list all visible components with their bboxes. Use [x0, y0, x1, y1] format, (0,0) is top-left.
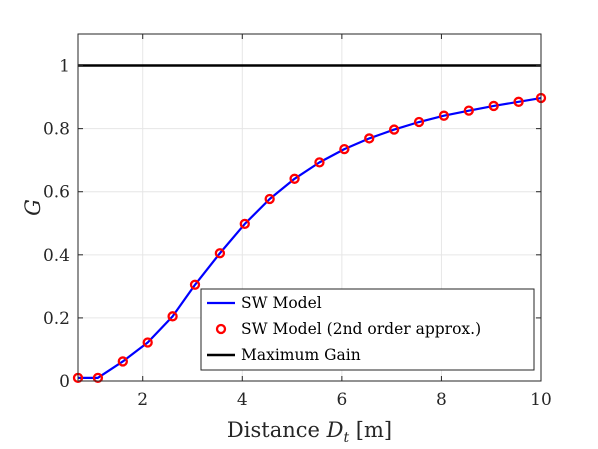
ticks: 2 4 6 8 10 0 0.2 0.4 0.6 0.8 1	[43, 34, 552, 410]
y-tick-label: 1	[59, 57, 70, 77]
y-axis-label: G	[21, 199, 45, 216]
data-point-marker	[463, 105, 474, 116]
y-tick-label: 0.6	[43, 183, 70, 203]
data-point-marker	[264, 193, 275, 205]
data-point-marker	[167, 311, 178, 322]
legend-entry-label: Maximum Gain	[241, 346, 361, 364]
x-tick-label: 8	[436, 390, 447, 410]
y-tick-label: 0.4	[43, 246, 70, 266]
data-point-marker	[142, 337, 153, 348]
legend-swatch-marker	[215, 323, 227, 335]
x-tick-label: 2	[137, 390, 148, 410]
legend-entry-label: SW Model	[241, 294, 322, 312]
data-point-marker	[438, 110, 450, 121]
data-point-marker	[413, 116, 425, 128]
data-point-marker	[488, 100, 499, 112]
data-point-marker	[214, 248, 226, 259]
data-point-marker	[339, 143, 350, 155]
data-point-marker	[92, 372, 104, 383]
data-point-marker	[513, 96, 524, 107]
legend-entry-label: SW Model (2nd order approx.)	[241, 320, 481, 338]
y-tick-label: 0	[59, 372, 70, 392]
data-point-marker	[364, 133, 375, 144]
x-tick-label: 10	[530, 390, 552, 410]
x-tick-label: 4	[237, 390, 248, 410]
y-tick-label: 0.2	[43, 309, 70, 329]
x-axis-label: Distance Dt [m]	[227, 418, 392, 446]
data-point-marker	[314, 157, 325, 168]
legend: SW Model SW Model (2nd order approx.) Maxi…	[200, 288, 535, 371]
axes-box	[77, 33, 542, 382]
data-point-marker	[388, 124, 400, 135]
legend-box	[200, 288, 535, 371]
y-tick-label: 0.8	[43, 120, 70, 140]
data-point-marker	[239, 218, 250, 230]
data-point-marker	[117, 356, 128, 367]
x-tick-label: 6	[336, 390, 347, 410]
data-point-marker	[289, 173, 300, 184]
data-point-marker	[189, 279, 201, 290]
